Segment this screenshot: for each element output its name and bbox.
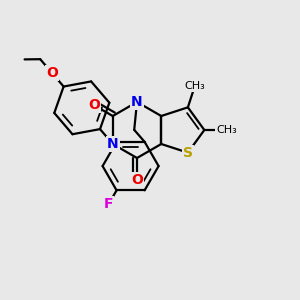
Text: N: N (131, 95, 143, 109)
Text: CH₃: CH₃ (216, 125, 237, 135)
Text: N: N (107, 137, 118, 151)
Text: CH₃: CH₃ (184, 81, 205, 92)
Text: S: S (183, 146, 193, 160)
Text: O: O (46, 66, 58, 80)
Text: O: O (131, 173, 143, 187)
Text: F: F (104, 197, 113, 211)
Text: O: O (88, 98, 100, 112)
